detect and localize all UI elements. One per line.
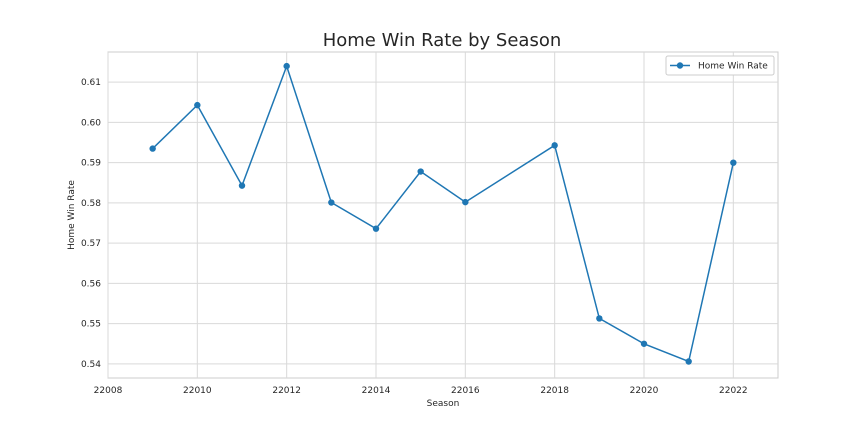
x-tick-label: 22020 [630, 386, 659, 396]
data-point [596, 315, 603, 322]
y-tick-label: 0.61 [81, 78, 101, 88]
y-tick-label: 0.54 [81, 360, 101, 370]
data-point [462, 198, 469, 206]
data-point [194, 101, 201, 109]
x-axis-label: Season [427, 399, 460, 409]
data-point [551, 142, 558, 149]
data-point [328, 199, 335, 206]
plot-frame [107, 51, 779, 379]
y-axis-label: Home Win Rate [67, 180, 77, 250]
y-tick-label: 0.58 [81, 199, 101, 209]
y-tick-label: 0.55 [81, 320, 101, 330]
legend-marker-swatch [676, 62, 684, 69]
data-point [685, 358, 692, 365]
grid-lines [107, 52, 778, 378]
x-tick-label: 22010 [183, 386, 212, 396]
series-layer [149, 62, 737, 365]
x-tick-label: 22016 [451, 386, 480, 396]
x-tick-label: 22022 [719, 386, 748, 396]
y-tick-label: 0.59 [81, 159, 101, 169]
data-point [372, 225, 380, 232]
data-point [238, 182, 246, 189]
legend-label: Home Win Rate [698, 62, 768, 72]
legend-box [665, 55, 775, 76]
tick-labels: 22008 22010 22012 22014 22016 22018 22020 22022… [81, 78, 748, 396]
legend: Home Win Rate [665, 55, 775, 76]
y-tick-label: 0.57 [81, 239, 101, 249]
plot-area [107, 51, 779, 379]
x-tick-label: 22014 [362, 386, 391, 396]
data-point [149, 145, 156, 152]
x-tick-label: 22008 [94, 386, 123, 396]
x-tick-label: 22012 [272, 386, 301, 396]
data-point [640, 340, 648, 347]
y-tick-label: 0.56 [81, 279, 101, 289]
data-point [730, 159, 737, 166]
x-tick-label: 22018 [540, 386, 569, 396]
data-point [417, 168, 424, 175]
data-point [283, 62, 290, 70]
y-tick-label: 0.60 [81, 118, 101, 128]
chart-title: Home Win Rate by Season [323, 30, 562, 51]
